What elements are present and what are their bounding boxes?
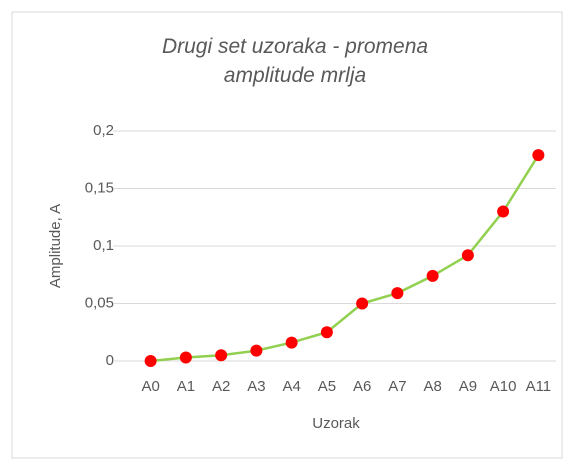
y-tick-label: 0,15: [85, 179, 114, 196]
marker: [356, 297, 369, 310]
y-tick-label: 0,1: [93, 237, 114, 254]
x-tick-label: A1: [177, 378, 195, 395]
x-tick-label: A8: [423, 378, 441, 395]
x-axis-label: Uzorak: [312, 415, 360, 432]
x-tick-label: A4: [282, 378, 300, 395]
marker: [497, 205, 510, 218]
x-tick-label: A3: [247, 378, 265, 395]
x-tick-label: A6: [353, 378, 371, 395]
marker: [285, 336, 298, 349]
marker: [179, 351, 192, 364]
x-tick-label: A9: [459, 378, 477, 395]
chart-title: Drugi set uzoraka - promena amplitude mr…: [161, 35, 429, 87]
x-tick-label: A7: [388, 378, 406, 395]
marker: [215, 349, 228, 362]
x-tick-label: A10: [490, 378, 517, 395]
marker: [426, 269, 439, 282]
x-tick-label: A2: [212, 378, 230, 395]
x-tick-label: A0: [141, 378, 159, 395]
marker: [532, 149, 545, 162]
marker: [391, 287, 404, 300]
x-tick-label: A11: [526, 378, 552, 395]
y-tick-label: 0,2: [93, 122, 114, 139]
y-tick-label: 0: [106, 352, 114, 369]
y-axis-label: Amplitude, A: [47, 204, 64, 288]
marker: [250, 344, 263, 357]
marker: [144, 355, 157, 367]
chart-border: [11, 11, 563, 459]
x-tick-label: A5: [318, 378, 336, 395]
y-tick-label: 0,05: [85, 294, 114, 311]
marker: [320, 326, 333, 339]
marker: [461, 249, 474, 262]
line: [150, 154, 540, 363]
